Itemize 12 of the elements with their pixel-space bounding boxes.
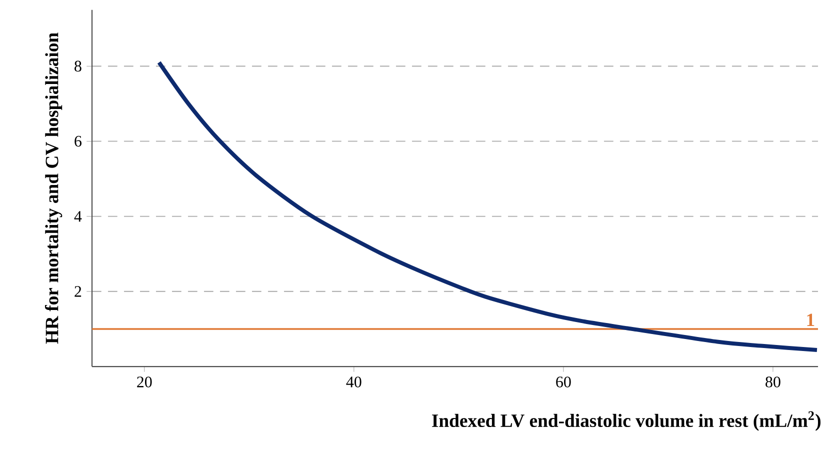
x-tick-label: 60 (556, 376, 571, 388)
line-series (157, 60, 818, 352)
y-tick-label: 8 (74, 60, 82, 72)
x-axis-title: Indexed LV end-diastolic volume in rest (mL/m$^{2}$) (432, 411, 820, 431)
ref-line-label: 1 (807, 314, 814, 326)
y-tick-label: 6 (74, 136, 82, 147)
y-tick-label: 2 (74, 286, 82, 297)
y-axis-title: HR for mortality and CV hospializaion (44, 32, 62, 344)
y-tick-label: 4 (74, 211, 82, 222)
x-tick-label: 80 (766, 376, 780, 388)
x-tick-label: 40 (346, 376, 362, 388)
x-tick-label: 20 (137, 376, 152, 388)
